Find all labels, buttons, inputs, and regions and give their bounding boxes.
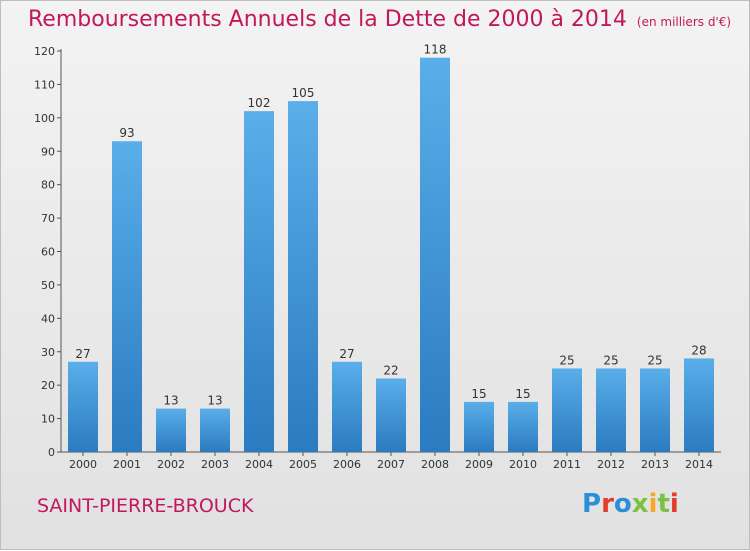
y-tick-label: 100: [34, 112, 55, 125]
logo-letter: t: [657, 489, 670, 519]
bar: [684, 358, 714, 452]
y-tick-label: 70: [41, 212, 55, 225]
bar-value-label: 25: [559, 353, 574, 367]
logo-letter: o: [613, 489, 632, 519]
logo-letter: x: [631, 489, 649, 519]
x-tick-label: 2000: [69, 458, 97, 471]
bar-value-label: 118: [424, 43, 447, 57]
bar-value-label: 105: [292, 86, 315, 100]
x-tick-label: 2007: [377, 458, 405, 471]
bar-value-label: 15: [471, 387, 486, 401]
commune-name: SAINT-PIERRE-BROUCK: [37, 495, 254, 517]
y-tick-label: 80: [41, 179, 55, 192]
chart-title-text: Remboursements Annuels de la Dette de 20…: [28, 7, 627, 32]
x-tick-label: 2011: [553, 458, 581, 471]
x-tick-label: 2013: [641, 458, 669, 471]
proxiti-logo: Proxiti: [582, 489, 679, 519]
logo-letter: i: [669, 489, 679, 519]
bar-value-label: 13: [163, 394, 178, 408]
bars-group: 27 93 13 13 102 105 27 22 118 15 15 25 25 25 28: [68, 43, 714, 453]
bar: [288, 101, 318, 452]
bar: [68, 361, 98, 452]
y-tick-label: 50: [41, 279, 55, 292]
bar: [376, 378, 406, 452]
chart-axes: 0 10 20 30 40 50 60 70 80 90 100 110 120 2000 2001 2002…: [34, 45, 721, 471]
y-tick-label: 30: [41, 346, 55, 359]
bar-value-label: 25: [647, 353, 662, 367]
y-tick-label: 90: [41, 145, 55, 158]
bar-value-label: 25: [603, 353, 618, 367]
logo-letter: i: [648, 489, 658, 519]
bar: [156, 408, 186, 452]
bar: [508, 401, 538, 452]
logo-letter: r: [601, 489, 614, 519]
chart-unit: (en milliers d'€): [636, 15, 732, 29]
bar: [200, 408, 230, 452]
logo-letter: P: [582, 489, 602, 519]
y-tick-label: 0: [48, 446, 55, 459]
y-tick-label: 10: [41, 413, 55, 426]
x-tick-label: 2012: [597, 458, 625, 471]
bar: [640, 368, 670, 452]
bar-value-label: 27: [75, 347, 90, 361]
x-tick-label: 2003: [201, 458, 229, 471]
bar-value-label: 28: [691, 343, 706, 357]
bar-value-label: 27: [339, 347, 354, 361]
x-tick-label: 2005: [289, 458, 317, 471]
x-tick-label: 2002: [157, 458, 185, 471]
x-tick-label: 2006: [333, 458, 361, 471]
chart-title: Remboursements Annuels de la Dette de 20…: [28, 7, 731, 32]
y-tick-label: 120: [34, 45, 55, 58]
bar: [420, 57, 450, 452]
bar-value-label: 15: [515, 387, 530, 401]
x-tick-label: 2014: [685, 458, 713, 471]
bar: [244, 111, 274, 453]
bar: [596, 368, 626, 452]
x-tick-label: 2009: [465, 458, 493, 471]
x-tick-label: 2008: [421, 458, 449, 471]
y-tick-label: 110: [34, 78, 55, 91]
bar-value-label: 102: [248, 96, 271, 110]
bar: [464, 401, 494, 452]
bar-value-label: 93: [119, 126, 134, 140]
bar-value-label: 22: [383, 363, 398, 377]
bar: [552, 368, 582, 452]
x-tick-label: 2001: [113, 458, 141, 471]
y-tick-label: 40: [41, 312, 55, 325]
bar: [332, 361, 362, 452]
bar-value-label: 13: [207, 394, 222, 408]
x-tick-label: 2004: [245, 458, 273, 471]
x-tick-label: 2010: [509, 458, 537, 471]
y-tick-label: 60: [41, 246, 55, 259]
bar: [112, 141, 142, 452]
y-tick-label: 20: [41, 379, 55, 392]
